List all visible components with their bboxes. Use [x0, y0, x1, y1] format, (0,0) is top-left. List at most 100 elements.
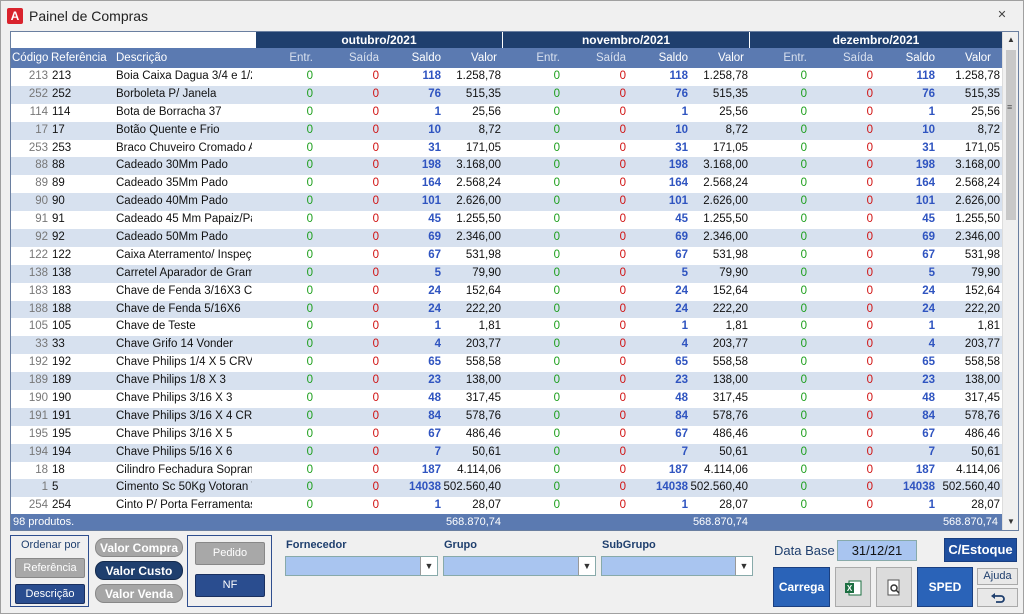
table-row[interactable]: 89 89 Cadeado 35Mm Pado 0 0 164 2.568,24 0 0 164 2…: [11, 175, 1002, 193]
sort-descricao-button[interactable]: Descrição: [15, 584, 85, 604]
subgrupo-select[interactable]: ▼: [601, 556, 753, 576]
cell-saldo: 1: [928, 499, 935, 512]
carrega-button[interactable]: Carrega: [773, 567, 830, 607]
cell-descricao: Cilindro Fechadura Soprano: [116, 463, 252, 476]
cell-saida: 0: [372, 302, 379, 315]
close-icon[interactable]: ✕: [997, 9, 1007, 21]
cell-saldo: 4: [681, 338, 688, 351]
valor-custo-button[interactable]: Valor Custo: [95, 561, 183, 580]
table-row[interactable]: 105 105 Chave de Teste 0 0 1 1,81 0 0 1 1,81 0 0 1 1,8…: [11, 318, 1002, 336]
col-header-valor-oct[interactable]: Valor: [471, 52, 497, 64]
table-row[interactable]: 1 5 Cimento Sc 50Kg Votoran T 0 0 14038 502.56…: [11, 479, 1002, 498]
cell-referencia: 17: [52, 123, 65, 136]
cell-saida: 0: [619, 356, 626, 369]
cell-saldo: 65: [922, 356, 935, 369]
table-row[interactable]: 92 92 Cadeado 50Mm Pado 0 0 69 2.346,00 0 0 69 2.3…: [11, 229, 1002, 247]
sort-referencia-button[interactable]: Referência: [15, 558, 85, 578]
table-row[interactable]: 138 138 Carretel Aparador de Grama 0 0 5 79,90…: [11, 264, 1002, 283]
dropdown-arrow-icon[interactable]: ▼: [578, 557, 595, 575]
col-header-entr-oct[interactable]: Entr.: [289, 52, 313, 64]
table-row[interactable]: 191 191 Chave Philips 3/16 X 4 CRV 0 0 84 578,…: [11, 407, 1002, 426]
col-header-valor-dec[interactable]: Valor: [965, 52, 991, 64]
cell-entr: 0: [553, 284, 560, 297]
data-base-input[interactable]: 31/12/21: [837, 540, 917, 561]
col-header-referencia[interactable]: Referência: [51, 52, 107, 64]
col-header-saldo-nov[interactable]: Saldo: [658, 52, 688, 64]
cell-saldo: 1: [434, 105, 441, 118]
cell-valor: 502.560,40: [942, 481, 1000, 494]
dropdown-arrow-icon[interactable]: ▼: [735, 557, 752, 575]
cell-saldo: 24: [922, 302, 935, 315]
cell-valor: 152,64: [964, 284, 1000, 297]
table-row[interactable]: 254 254 Cinto P/ Porta Ferramentas 0 0 1 28,07…: [11, 497, 1002, 515]
table-row[interactable]: 33 33 Chave Grifo 14 Vonder 0 0 4 203,77 0 0 4 203…: [11, 336, 1002, 355]
table-row[interactable]: 189 189 Chave Philips 1/8 X 3 0 0 23 138,00 0 0 2…: [11, 372, 1002, 391]
cell-entr: 0: [553, 195, 560, 208]
pedido-button[interactable]: Pedido: [195, 542, 265, 565]
excel-button[interactable]: X: [835, 567, 871, 607]
col-header-saldo-dec[interactable]: Saldo: [905, 52, 935, 64]
col-header-descricao[interactable]: Descrição: [116, 52, 168, 64]
table-row[interactable]: 88 88 Cadeado 30Mm Pado 0 0 198 3.168,00 0 0 198 3…: [11, 157, 1002, 176]
cell-valor: 171,05: [465, 141, 501, 154]
cell-valor: 1,81: [725, 320, 748, 333]
scroll-up-icon[interactable]: ▲: [1007, 35, 1015, 44]
table-row[interactable]: 122 122 Caixa Aterramento/ Inspeçã 0 0 67 531,…: [11, 247, 1002, 265]
valor-venda-button[interactable]: Valor Venda: [95, 584, 183, 603]
scroll-thumb[interactable]: [1006, 50, 1016, 220]
cell-codigo: 33: [35, 338, 48, 351]
table-row[interactable]: 252 252 Borboleta P/ Janela 0 0 76 515,35 0 0 76 5…: [11, 85, 1002, 104]
cell-entr: 0: [306, 445, 313, 458]
grupo-select[interactable]: ▼: [443, 556, 596, 576]
vertical-scrollbar[interactable]: ▲ ≡ ▼: [1002, 32, 1018, 530]
nf-button[interactable]: NF: [195, 574, 265, 597]
table-row[interactable]: 90 90 Cadeado 40Mm Pado 0 0 101 2.626,00 0 0 101 2…: [11, 193, 1002, 212]
col-header-valor-nov[interactable]: Valor: [718, 52, 744, 64]
table-row[interactable]: 114 114 Bota de Borracha 37 0 0 1 25,56 0 0 1 25,5…: [11, 104, 1002, 122]
table-row[interactable]: 195 195 Chave Philips 3/16 X 5 0 0 67 486,46 0 0…: [11, 426, 1002, 444]
col-header-saida-oct[interactable]: Saída: [348, 52, 379, 64]
cell-entr: 0: [553, 499, 560, 512]
table-row[interactable]: 91 91 Cadeado 45 Mm Papaiz/Pac 0 0 45 1.255,50…: [11, 211, 1002, 229]
table-row[interactable]: 183 183 Chave de Fenda 3/16X3 CR 0 0 24 152,64…: [11, 283, 1002, 301]
cell-saida: 0: [372, 284, 379, 297]
table-row[interactable]: 18 18 Cilindro Fechadura Soprano 0 0 187 4.114…: [11, 462, 1002, 480]
cell-saida: 0: [372, 248, 379, 261]
table-row[interactable]: 213 213 Boia Caixa Dagua 3/4 e 1/2 0 0 118 1.2…: [11, 68, 1002, 86]
scroll-down-icon[interactable]: ▼: [1007, 517, 1015, 526]
c-estoque-button[interactable]: C/Estoque: [944, 538, 1017, 562]
col-header-saida-nov[interactable]: Saída: [595, 52, 626, 64]
sped-button[interactable]: SPED: [917, 567, 973, 607]
table-row[interactable]: 253 253 Braco Chuveiro Cromado Al 0 0 31 171,0…: [11, 140, 1002, 158]
preview-button[interactable]: [876, 567, 912, 607]
cell-referencia: 33: [52, 338, 65, 351]
cell-valor: 50,61: [472, 445, 501, 458]
dropdown-arrow-icon[interactable]: ▼: [420, 557, 437, 575]
col-header-saldo-oct[interactable]: Saldo: [411, 52, 441, 64]
cell-saida: 0: [619, 266, 626, 279]
cell-saida: 0: [866, 141, 873, 154]
cell-codigo: 213: [28, 70, 48, 82]
col-header-saida-dec[interactable]: Saída: [842, 52, 873, 64]
col-header-entr-nov[interactable]: Entr.: [536, 52, 560, 64]
table-row[interactable]: 188 188 Chave de Fenda 5/16X6 0 0 24 222,20 0 0 2…: [11, 300, 1002, 319]
table-row[interactable]: 192 192 Chave Philips 1/4 X 5 CRV M 0 0 65 558…: [11, 354, 1002, 372]
cell-saldo: 67: [675, 248, 688, 261]
fornecedor-select[interactable]: ▼: [285, 556, 438, 576]
table-row[interactable]: 190 190 Chave Philips 3/16 X 3 0 0 48 317,45 0 0…: [11, 390, 1002, 408]
col-header-entr-dec[interactable]: Entr.: [783, 52, 807, 64]
cell-saida: 0: [372, 70, 379, 82]
cell-saida: 0: [619, 445, 626, 458]
ajuda-button[interactable]: Ajuda: [977, 568, 1018, 585]
cell-valor: 79,90: [472, 266, 501, 279]
table-row[interactable]: 17 17 Botão Quente e Frio 0 0 10 8,72 0 0 10 8,72 0…: [11, 121, 1002, 140]
cell-codigo: 190: [28, 392, 48, 405]
table-row[interactable]: 194 194 Chave Philips 5/16 X 6 0 0 7 50,61 0 0 7 5…: [11, 443, 1002, 462]
cell-saida: 0: [372, 177, 379, 190]
undo-button[interactable]: [977, 588, 1018, 607]
cell-saldo: 1: [681, 499, 688, 512]
cell-saida: 0: [866, 320, 873, 333]
col-header-codigo[interactable]: Código: [12, 52, 49, 64]
cell-saida: 0: [372, 499, 379, 512]
valor-compra-button[interactable]: Valor Compra: [95, 538, 183, 557]
